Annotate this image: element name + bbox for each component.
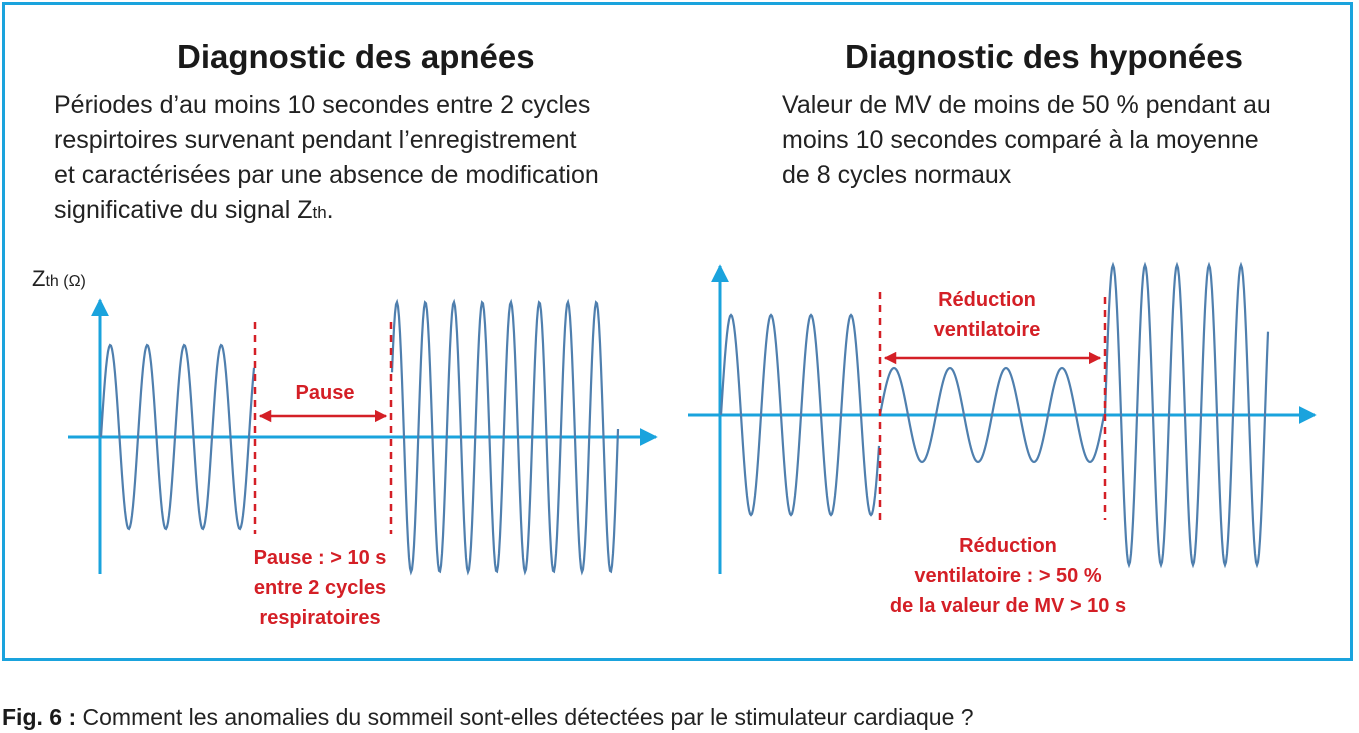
right-desc-line-1: Valeur de MV de moins de 50 % pendant au: [782, 91, 1271, 119]
right-signal-recovery: [1103, 261, 1270, 569]
caption-text: Comment les anomalies du sommeil sont-el…: [76, 704, 974, 730]
y-axis-label: Zth (Ω): [32, 266, 86, 291]
left-signal-after-pause: [390, 298, 620, 576]
left-signal-before-pause: [99, 343, 256, 531]
right-desc-line-3: de 8 cycles normaux: [782, 161, 1012, 189]
figure-frame: [2, 2, 1353, 661]
reduction-note: Réduction ventilatoire : > 50 % de la va…: [889, 535, 1127, 617]
figure-caption: Fig. 6 : Comment les anomalies du sommei…: [2, 704, 974, 731]
left-description: Périodes d’au moins 10 secondes entre 2 …: [54, 88, 599, 230]
right-signal-normal: [719, 313, 881, 517]
reduction-label: Réduction ventilatoire: [933, 289, 1041, 341]
left-desc-line-4: significative du signal Zth.: [54, 196, 334, 224]
left-desc-line-2: respirtoires survenant pendant l’enregis…: [54, 126, 577, 154]
left-desc-line-3: et caractérisées par une absence de modi…: [54, 161, 599, 189]
right-title: Diagnostic des hyponées: [845, 38, 1243, 75]
pause-label: Pause: [295, 382, 355, 404]
right-description: Valeur de MV de moins de 50 % pendant au…: [782, 88, 1271, 193]
left-title: Diagnostic des apnées: [177, 38, 535, 75]
caption-label: Fig. 6 :: [2, 704, 77, 730]
right-desc-line-2: moins 10 secondes comparé à la moyenne: [782, 126, 1259, 154]
pause-note: Pause : > 10 s entre 2 cycles respiratoi…: [253, 547, 387, 629]
right-signal-reduced: [878, 366, 1106, 464]
left-desc-line-1: Périodes d’au moins 10 secondes entre 2 …: [54, 91, 591, 119]
